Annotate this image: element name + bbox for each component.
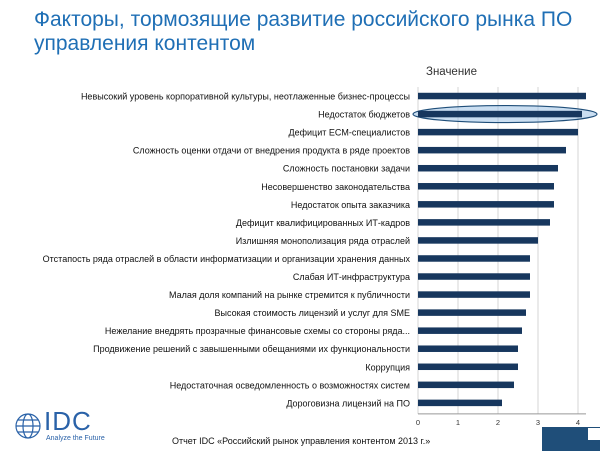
bar xyxy=(418,363,518,371)
category-label: Слабая ИТ-инфраструктура xyxy=(293,272,410,282)
category-label: Нежелание внедрять прозрачные финансовые… xyxy=(105,326,410,336)
category-label: Недостаток опыта заказчика xyxy=(291,200,410,210)
idc-tagline: Analyze the Future xyxy=(46,435,105,442)
slide-title: Факторы, тормозящие развитие российского… xyxy=(34,8,573,55)
x-tick-label: 0 xyxy=(416,418,420,427)
bar xyxy=(418,399,502,407)
bar xyxy=(418,381,514,389)
category-label: Недостаточная осведомленность о возможно… xyxy=(170,380,410,390)
bar xyxy=(418,327,522,334)
bar xyxy=(418,128,578,136)
bar xyxy=(418,201,554,208)
category-label: Излишняя монополизация ряда отраслей xyxy=(236,236,410,246)
bar xyxy=(418,291,530,298)
bar xyxy=(418,237,538,244)
category-label: Несовершенство законодательства xyxy=(261,182,410,192)
footer-square xyxy=(588,428,600,440)
footer-source: Отчет IDC «Российский рынок управления к… xyxy=(172,436,431,446)
category-label: Сложность оценки отдачи от внедрения про… xyxy=(133,146,410,156)
bar xyxy=(418,345,518,352)
category-label: Высокая стоимость лицензий и услуг для S… xyxy=(215,308,410,318)
category-label: Дефицит квалифицированных ИТ-кадров xyxy=(236,218,410,228)
x-tick-label: 3 xyxy=(536,418,540,427)
series-label: Значение xyxy=(426,66,477,78)
bar xyxy=(418,273,530,280)
category-label: Сложность постановки задачи xyxy=(283,164,410,174)
x-tick-label: 2 xyxy=(496,418,500,427)
category-label: Коррупция xyxy=(365,362,410,372)
idc-logo-icon xyxy=(15,413,41,439)
bar xyxy=(418,183,554,190)
x-tick-label: 1 xyxy=(456,418,460,427)
bar xyxy=(418,146,566,154)
category-label: Продвижение решений с завышенными обещан… xyxy=(93,344,410,354)
category-label: Малая доля компаний на рынке стремится к… xyxy=(169,290,410,300)
bar xyxy=(418,309,526,316)
bar xyxy=(418,255,530,262)
idc-logo-text: IDC xyxy=(44,406,92,436)
category-label: Невысокий уровень корпоративной культуры… xyxy=(81,92,410,102)
bar xyxy=(418,164,558,172)
category-label: Дороговизна лицензий на ПО xyxy=(286,398,410,408)
category-label: Недостаток бюджетов xyxy=(318,110,410,120)
bar xyxy=(418,110,582,118)
category-label: Отстапость ряда отраслей в области инфор… xyxy=(43,254,411,264)
category-label: Дефицит ECM-специалистов xyxy=(289,128,411,138)
bar xyxy=(418,92,586,100)
x-tick-label: 4 xyxy=(576,418,580,427)
bar xyxy=(418,219,550,226)
